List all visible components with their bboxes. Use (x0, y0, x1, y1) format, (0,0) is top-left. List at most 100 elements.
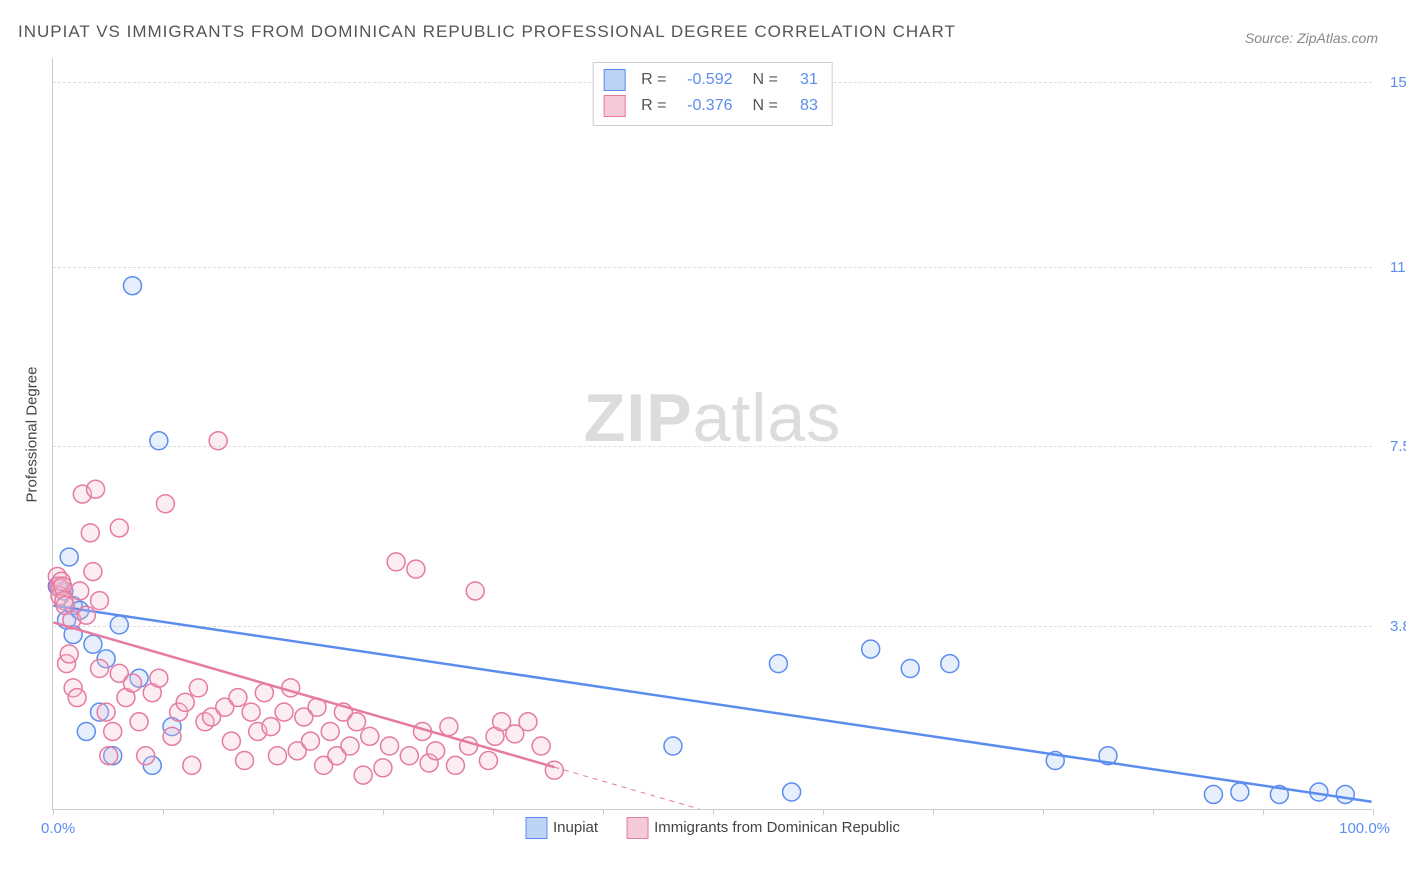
data-point-inupiat (862, 640, 880, 658)
series-legend-item-dominican: Immigrants from Dominican Republic (626, 817, 900, 839)
x-tick (1373, 809, 1374, 815)
data-point-dominican (87, 480, 105, 498)
data-point-dominican (400, 747, 418, 765)
chart-title: INUPIAT VS IMMIGRANTS FROM DOMINICAN REP… (18, 22, 956, 42)
corr-swatch-inupiat (603, 69, 625, 91)
series-legend-item-inupiat: Inupiat (525, 817, 598, 839)
data-point-dominican (381, 737, 399, 755)
series-legend: Inupiat Immigrants from Dominican Republi… (525, 817, 900, 839)
data-point-dominican (301, 732, 319, 750)
data-point-dominican (84, 563, 102, 581)
chart-svg (53, 58, 1372, 809)
data-point-inupiat (1336, 785, 1354, 803)
data-point-dominican (77, 606, 95, 624)
data-point-dominican (354, 766, 372, 784)
data-point-dominican (440, 718, 458, 736)
data-point-inupiat (901, 660, 919, 678)
data-point-dominican (275, 703, 293, 721)
data-point-inupiat (941, 655, 959, 673)
x-tick (1153, 809, 1154, 815)
data-point-inupiat (84, 635, 102, 653)
y-tick-label: 15.0% (1382, 74, 1406, 91)
corr-r-value-inupiat: -0.592 (677, 71, 733, 89)
data-point-dominican (348, 713, 366, 731)
y-axis-title-container: Professional Degree (22, 58, 42, 810)
x-tick (933, 809, 934, 815)
data-point-inupiat (77, 722, 95, 740)
x-tick (823, 809, 824, 815)
source-attribution: Source: ZipAtlas.com (1245, 30, 1378, 46)
series-swatch-inupiat (525, 817, 547, 839)
data-point-dominican (104, 722, 122, 740)
x-tick (1043, 809, 1044, 815)
data-point-dominican (361, 727, 379, 745)
data-point-inupiat (110, 616, 128, 634)
data-point-dominican (262, 718, 280, 736)
data-point-inupiat (783, 783, 801, 801)
data-point-dominican (321, 722, 339, 740)
series-label-dominican: Immigrants from Dominican Republic (654, 819, 900, 836)
regression-line-dashed-dominican (554, 767, 699, 809)
data-point-dominican (268, 747, 286, 765)
data-point-dominican (71, 582, 89, 600)
data-point-dominican (156, 495, 174, 513)
corr-n-label: N = (753, 71, 778, 89)
data-point-dominican (407, 560, 425, 578)
corr-r-label: R = (641, 97, 666, 115)
data-point-dominican (176, 693, 194, 711)
data-point-inupiat (123, 277, 141, 295)
data-point-dominican (519, 713, 537, 731)
y-tick-label: 11.2% (1382, 259, 1406, 276)
x-axis-label-max: 100.0% (1339, 820, 1390, 837)
data-point-dominican (427, 742, 445, 760)
data-point-dominican (222, 732, 240, 750)
corr-r-label: R = (641, 71, 666, 89)
corr-legend-row-inupiat: R =-0.592N =31 (603, 67, 818, 93)
data-point-inupiat (60, 548, 78, 566)
data-point-dominican (532, 737, 550, 755)
data-point-dominican (209, 432, 227, 450)
y-tick-label: 3.8% (1382, 618, 1406, 635)
data-point-dominican (110, 519, 128, 537)
data-point-dominican (236, 752, 254, 770)
x-tick (273, 809, 274, 815)
data-point-dominican (91, 660, 109, 678)
x-tick (383, 809, 384, 815)
data-point-dominican (68, 689, 86, 707)
x-tick (603, 809, 604, 815)
data-point-dominican (123, 674, 141, 692)
data-point-dominican (479, 752, 497, 770)
data-point-dominican (242, 703, 260, 721)
data-point-inupiat (150, 432, 168, 450)
data-point-dominican (545, 761, 563, 779)
data-point-dominican (183, 756, 201, 774)
y-tick-label: 7.5% (1382, 438, 1406, 455)
data-point-inupiat (769, 655, 787, 673)
data-point-dominican (163, 727, 181, 745)
data-point-inupiat (664, 737, 682, 755)
data-point-dominican (150, 669, 168, 687)
data-point-dominican (229, 689, 247, 707)
corr-swatch-dominican (603, 95, 625, 117)
correlation-legend: R =-0.592N =31R =-0.376N =83 (592, 62, 833, 126)
data-point-dominican (81, 524, 99, 542)
data-point-dominican (374, 759, 392, 777)
corr-legend-row-dominican: R = -0.376 N = 83 (603, 93, 818, 119)
corr-n-value-dominican: 83 (788, 97, 818, 115)
corr-r-value-dominican: -0.376 (677, 97, 733, 115)
x-tick (493, 809, 494, 815)
data-point-dominican (189, 679, 207, 697)
data-point-inupiat (1231, 783, 1249, 801)
data-point-dominican (341, 737, 359, 755)
data-point-dominican (130, 713, 148, 731)
data-point-dominican (446, 756, 464, 774)
x-tick (713, 809, 714, 815)
plot-area: ZIPatlas 3.8%7.5%11.2%15.0% 0.0% 100.0% … (52, 58, 1372, 810)
data-point-inupiat (1204, 785, 1222, 803)
data-point-dominican (466, 582, 484, 600)
x-tick (1263, 809, 1264, 815)
series-label-inupiat: Inupiat (553, 819, 598, 836)
data-point-dominican (91, 592, 109, 610)
x-tick (53, 809, 54, 815)
corr-n-label: N = (753, 97, 778, 115)
